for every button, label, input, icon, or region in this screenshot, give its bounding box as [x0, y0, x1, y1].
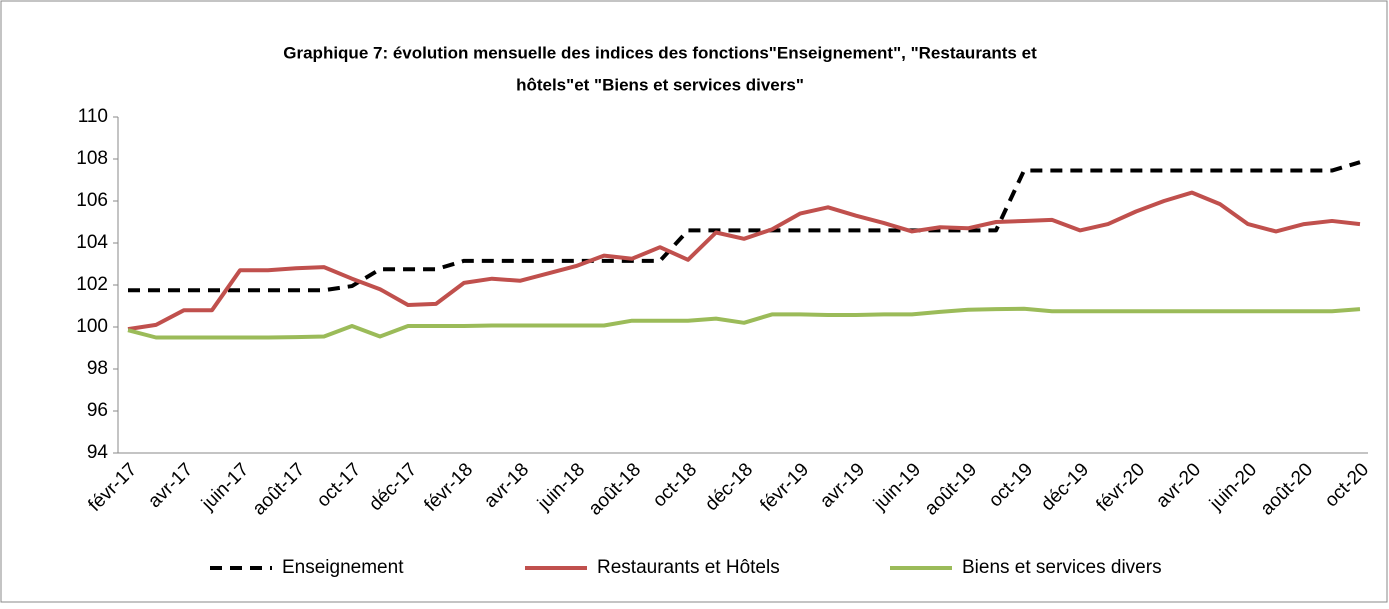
y-tick-label: 108	[76, 148, 108, 169]
y-tick-label: 102	[76, 274, 108, 295]
y-tick-label: 98	[87, 358, 108, 379]
y-tick-label: 110	[78, 106, 108, 127]
legend-label: Biens et services divers	[962, 557, 1162, 578]
series-line	[127, 190, 1361, 332]
legend-label: Enseignement	[282, 557, 404, 578]
y-tick-label: 100	[76, 316, 108, 337]
series-line	[127, 306, 1361, 340]
legend-label: Restaurants et Hôtels	[597, 557, 780, 578]
series-line	[128, 160, 1361, 293]
y-tick-label: 106	[76, 190, 108, 211]
y-tick-label: 96	[87, 400, 108, 421]
chart-title: Graphique 7: évolution mensuelle des ind…	[283, 43, 1037, 62]
y-tick-label: 94	[87, 442, 109, 463]
y-tick-label: 104	[76, 232, 108, 253]
chart-subtitle: hôtels"et "Biens et services divers"	[516, 75, 804, 94]
